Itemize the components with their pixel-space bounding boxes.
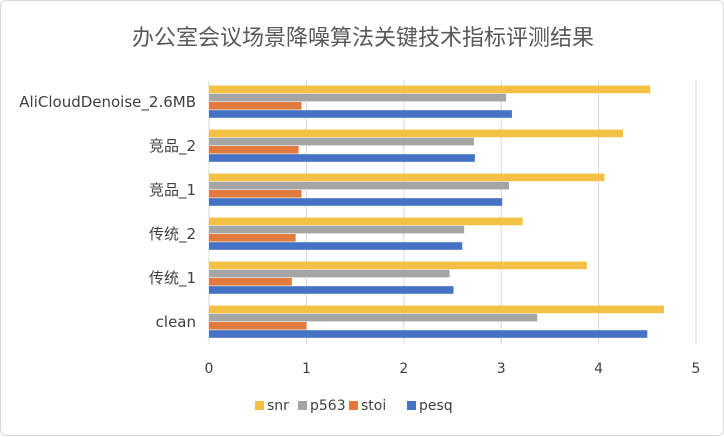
x-tick-label-2: 2 [399,361,408,377]
bar-stoi-5 [209,322,307,330]
bar-stoi-2 [209,190,302,198]
legend-label-snr: snr [267,398,289,414]
legend-swatch-snr [255,401,264,410]
category-labels: AliCloudDenoise_2.6MB 竞品_2 竞品_1 传统_2 传统_1cle… [19,93,196,331]
legend-swatch-p563 [298,401,307,410]
bar-snr-2 [209,173,605,182]
bar-stoi-3 [209,234,296,242]
bar-p563-1 [209,137,474,146]
bar-p563-4 [209,269,450,278]
category-label-1: 竞品_2 [149,137,196,156]
chart-title: 办公室会议场景降噪算法关键技术指标评测结果 [132,26,594,51]
legend-label-pesq: pesq [419,398,453,414]
bar-pesq-3 [209,242,463,250]
bar-pesq-5 [209,330,648,338]
legend-swatch-stoi [349,401,358,410]
legend-swatch-pesq [407,401,416,410]
x-tick-label-4: 4 [594,361,603,377]
category-label-4: 传统_1 [149,269,196,288]
bar-stoi-0 [209,102,302,110]
gridlines [208,80,697,344]
x-tick-label-1: 1 [302,361,311,377]
bar-snr-1 [209,129,623,138]
bar-snr-4 [209,261,587,270]
bar-pesq-2 [209,198,503,206]
bar-stoi-4 [209,278,292,286]
bar-pesq-1 [209,154,475,162]
bars [209,85,664,338]
bar-stoi-1 [209,146,299,154]
bar-p563-5 [209,313,538,322]
x-tick-labels: 0 1 2 3 4 5 [205,361,701,377]
x-tick-label-5: 5 [692,361,701,377]
x-tick-label-0: 0 [205,361,214,377]
bar-p563-2 [209,181,509,190]
bar-snr-5 [209,305,664,314]
bar-pesq-4 [209,286,454,294]
x-tick-label-3: 3 [497,361,506,377]
bar-snr-3 [209,217,523,226]
category-label-0: AliCloudDenoise_2.6MB [19,93,196,112]
category-label-5: clean [156,313,196,331]
bar-pesq-0 [209,110,512,118]
legend-label-stoi: stoi [361,398,386,414]
legend: snr p563 stoi pesq [255,398,453,414]
bar-p563-3 [209,225,465,234]
legend-label-p563: p563 [310,398,346,414]
category-label-2: 竞品_1 [149,181,196,200]
bar-snr-0 [209,85,651,94]
bar-p563-0 [209,93,507,102]
category-label-3: 传统_2 [149,225,196,244]
